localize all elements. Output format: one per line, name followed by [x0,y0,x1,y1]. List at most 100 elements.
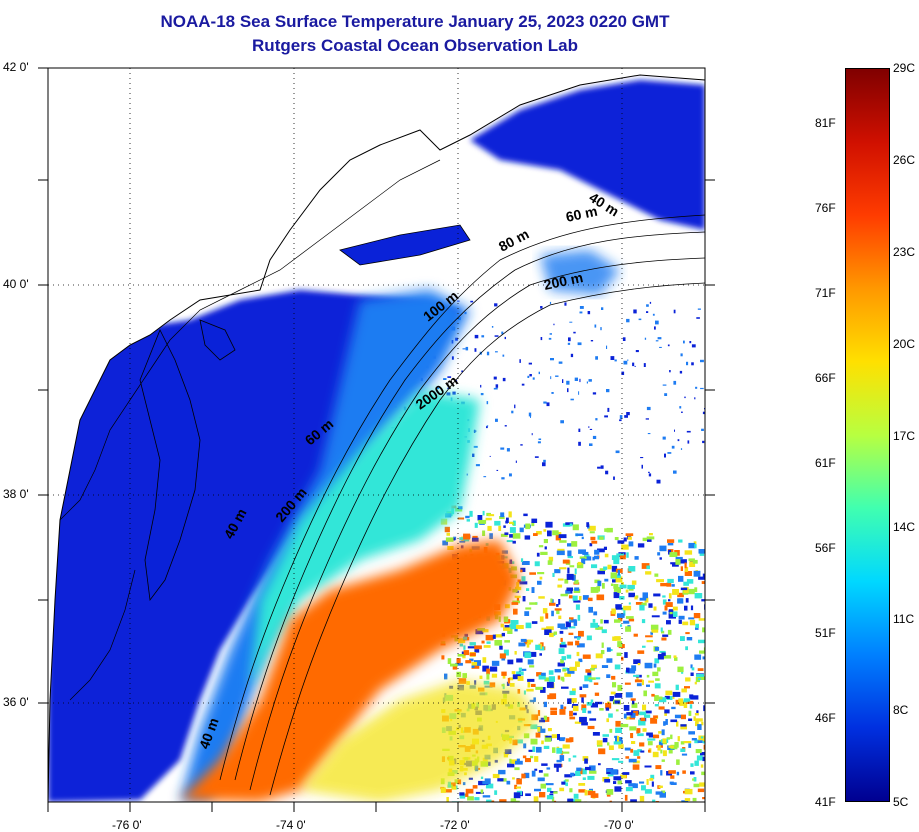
speckle-pixel [537,580,542,585]
colorbar-f-label: 61F [815,456,836,470]
speckle-pixel [469,652,476,657]
speckle-pixel [646,536,655,540]
speckle-pixel [672,606,678,611]
speckle-pixel [600,650,605,655]
speckle-pixel [451,786,457,790]
lat-label: 42 0' [3,60,29,74]
speckle-pixel [651,781,654,787]
speckle-pixel [571,541,578,547]
speckle-pixel [552,530,559,536]
cloud-edge-pixel [443,378,447,380]
speckle-pixel [568,632,574,635]
cloud-edge-pixel [579,311,583,314]
speckle-pixel [572,755,577,758]
speckle-pixel [559,787,565,792]
speckle-pixel [543,539,548,544]
speckle-pixel [590,536,596,541]
speckle-pixel [633,750,640,756]
speckle-pixel [501,684,505,687]
speckle-pixel [633,633,638,637]
speckle-pixel [611,555,620,560]
speckle-pixel [668,750,673,754]
speckle-pixel [524,772,530,779]
speckle-pixel [699,650,705,654]
speckle-pixel [630,799,637,802]
speckle-pixel [646,732,653,736]
speckle-pixel [544,677,552,682]
speckle-pixel [637,650,645,654]
speckle-pixel [489,666,498,672]
speckle-pixel [660,627,663,632]
speckle-pixel [662,738,667,744]
colorbar-c-label: 8C [893,703,909,717]
speckle-pixel [596,594,605,601]
speckle-pixel [459,792,465,796]
cloud-edge-pixel [509,473,512,477]
speckle-pixel [482,629,489,633]
speckle-pixel [537,572,545,575]
lon-label: -70 0' [604,818,634,832]
speckle-pixel [532,746,536,752]
speckle-pixel [580,768,583,775]
cloud-edge-pixel [549,301,552,305]
colorbar-f-label: 81F [815,116,836,130]
speckle-pixel [667,629,672,635]
speckle-pixel [567,556,573,559]
speckle-pixel [565,738,572,743]
speckle-pixel [499,653,506,659]
speckle-pixel [543,529,547,532]
cloud-edge-pixel [489,455,491,457]
speckle-pixel [637,749,642,753]
cloud-edge-pixel [493,376,497,380]
speckle-pixel [462,654,466,659]
speckle-pixel [666,737,670,740]
speckle-pixel [627,584,635,590]
speckle-pixel [455,662,463,666]
speckle-pixel [530,738,538,745]
speckle-pixel [684,571,692,576]
speckle-pixel [617,684,623,691]
speckle-pixel [521,561,530,565]
speckle-pixel [530,724,538,730]
speckle-pixel [573,600,581,603]
cloud-edge-pixel [592,435,597,439]
speckle-pixel [633,674,640,677]
speckle-pixel [667,578,674,584]
speckle-pixel [590,667,595,671]
speckle-pixel [482,530,486,536]
cloud-edge-pixel [451,356,454,360]
speckle-pixel [589,543,593,547]
speckle-pixel [560,637,563,642]
speckle-pixel [625,787,633,792]
speckle-pixel [582,551,589,555]
cloud-edge-pixel [495,418,498,422]
isobath-lines [219,214,705,796]
cloud-edge-pixel [671,445,675,449]
cloud-edge-pixel [588,426,590,428]
speckle-pixel [639,781,645,784]
isobath-label: 60 m [564,203,599,225]
cloud-edge-pixel [592,392,597,395]
cloud-edge-pixel [578,428,581,432]
lat-label: 38 0' [3,487,29,501]
speckle-pixel [608,713,613,718]
speckle-pixel [660,749,663,754]
speckle-pixel [586,635,592,641]
speckle-pixel [603,546,607,550]
speckle-pixel [637,756,641,759]
speckle-pixel [702,656,705,660]
speckle-pixel [530,755,534,759]
speckle-pixel [648,680,654,683]
speckle-pixel [561,641,566,645]
speckle-pixel [575,661,580,667]
speckle-pixel [627,536,632,540]
speckle-pixel [525,758,531,763]
speckle-pixel [684,550,693,555]
cloud-edge-pixel [597,466,601,469]
speckle-pixel [567,641,573,646]
cloud-edge-pixel [570,398,574,401]
speckle-pixel [540,783,546,789]
speckle-pixel [601,629,607,634]
speckle-pixel [641,619,646,624]
cloud-edge-pixel [475,464,480,467]
